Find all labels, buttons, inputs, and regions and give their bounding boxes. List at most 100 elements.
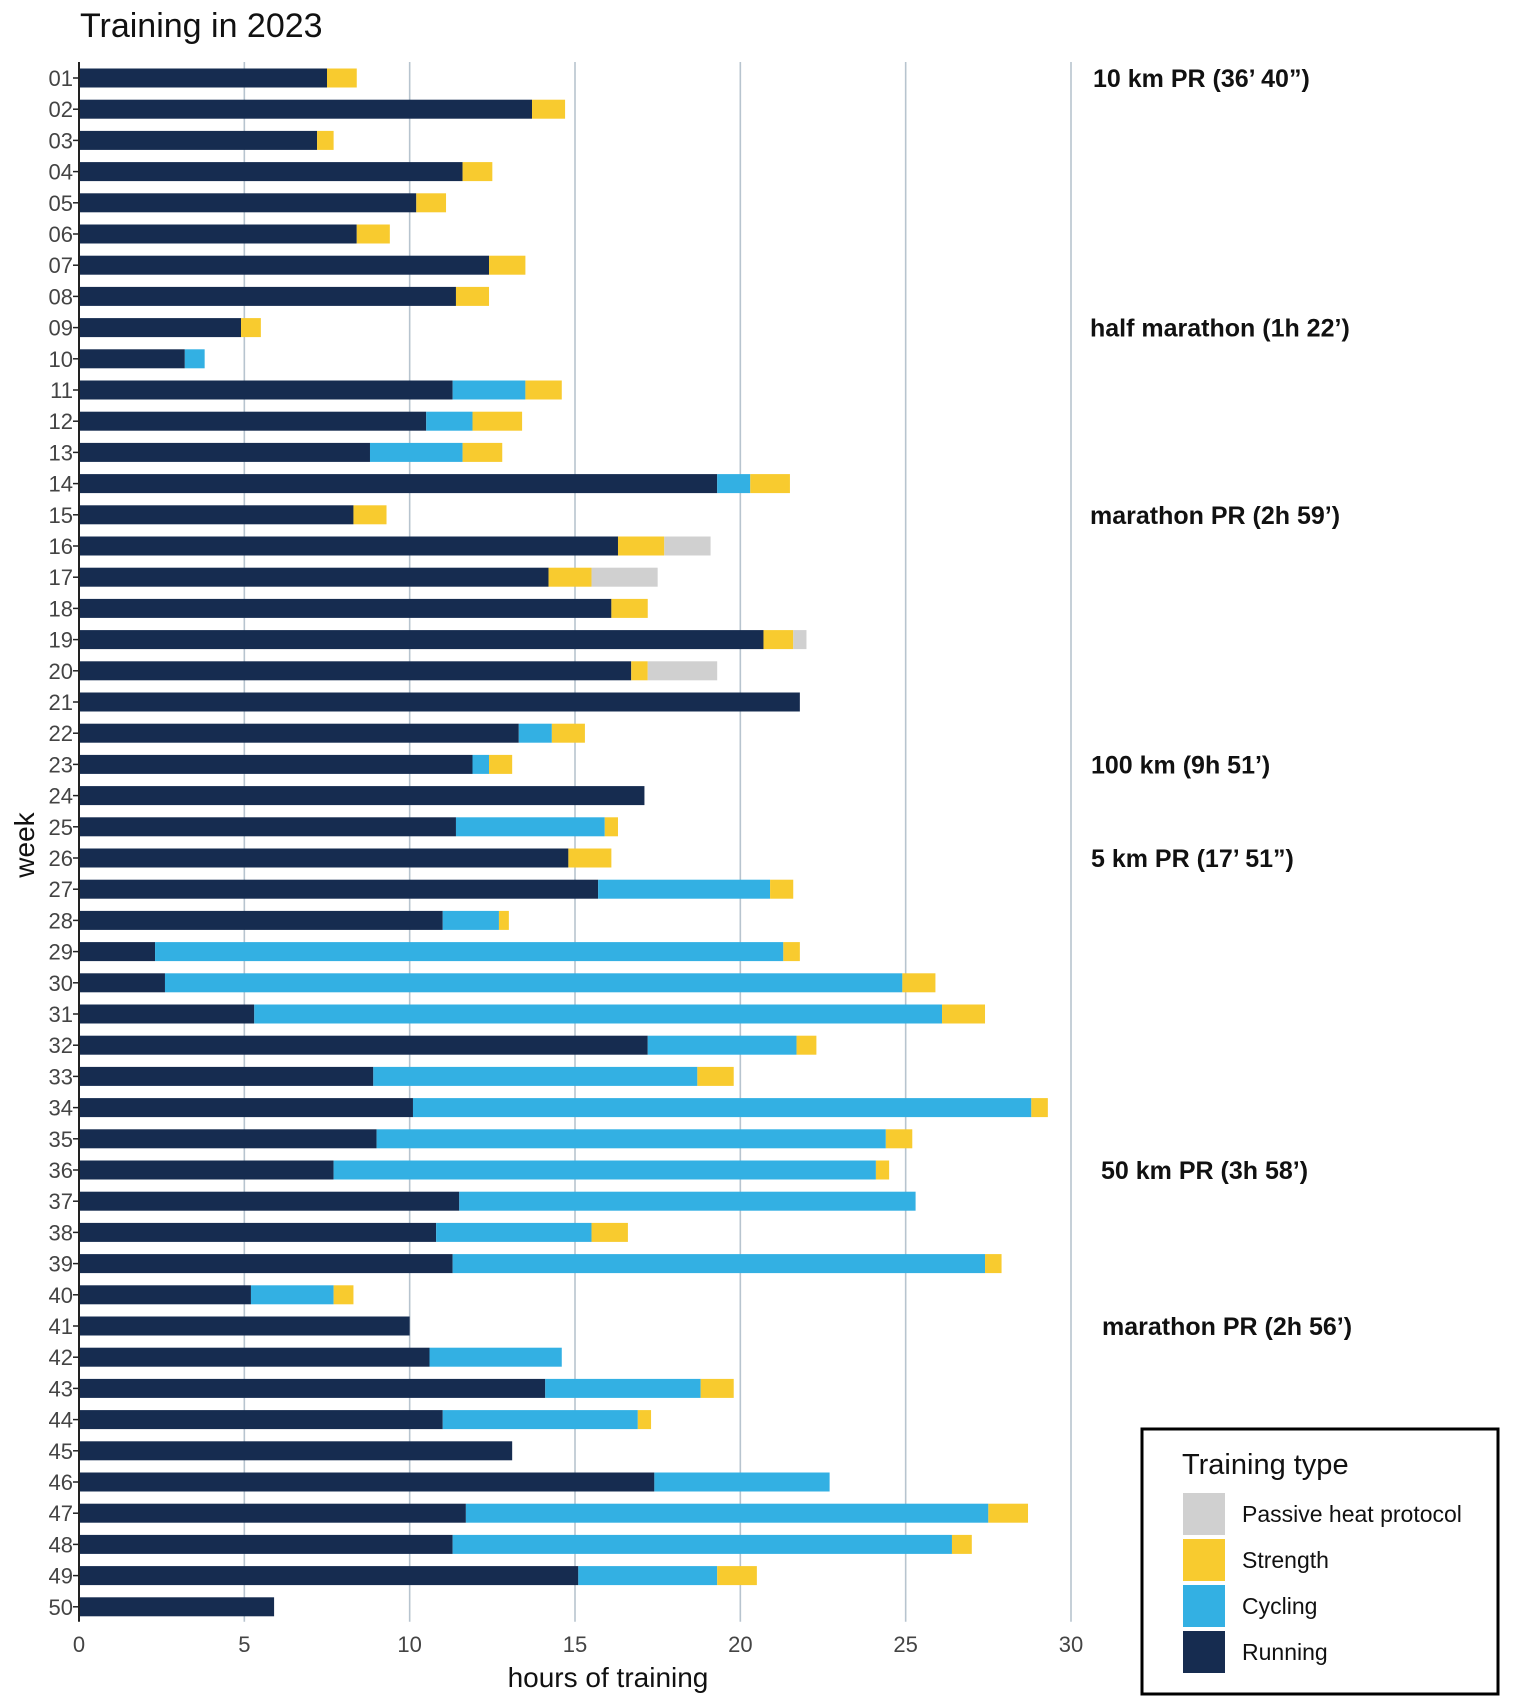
bar-running-week-18 [79,598,612,618]
bar-cycling-week-14 [717,474,751,494]
bar-strength-week-34 [1031,1098,1048,1118]
bar-strength-week-31 [942,1004,986,1024]
bar-cycling-week-40 [250,1285,334,1305]
bar-running-week-31 [79,1004,255,1024]
bar-strength-week-36 [875,1160,890,1180]
legend-swatch-running [1183,1631,1225,1673]
bar-cycling-week-36 [333,1160,876,1180]
x-tick-label: 15 [563,1632,587,1657]
bar-running-week-24 [79,786,645,806]
legend-swatch-strength [1183,1539,1225,1581]
bar-strength-week-18 [611,598,648,618]
y-tick-label: 29 [49,940,73,965]
bar-running-week-12 [79,411,427,431]
bar-running-week-35 [79,1129,377,1149]
y-tick-label: 04 [49,160,73,185]
bar-cycling-week-32 [647,1035,797,1055]
bar-running-week-27 [79,879,599,899]
bar-strength-week-13 [462,442,503,462]
bar-cycling-week-23 [472,754,490,774]
bar-strength-week-39 [985,1254,1002,1274]
bar-cycling-week-35 [376,1129,886,1149]
bar-running-week-20 [79,661,632,681]
x-tick-label: 25 [893,1632,917,1657]
bar-running-week-08 [79,286,456,306]
y-tick-label: 24 [49,784,73,809]
y-axis: 01 02 03 04 05 06 07 08 09 10 11 12 13 14 15 16 17 18 19 20… [49,62,80,1622]
legend-label-passive-heat-protocol: Passive heat protocol [1242,1501,1462,1527]
legend-title: Training type [1182,1449,1349,1481]
y-tick-label: 48 [49,1532,73,1557]
annotation-week-01: 10 km PR (36’ 40”) [1093,65,1310,93]
y-tick-label: 35 [49,1127,73,1152]
bar-strength-week-02 [532,99,566,119]
bar-strength-week-44 [637,1410,652,1430]
bar-running-week-15 [79,505,354,525]
bar-strength-week-30 [902,973,936,993]
legend-label-running: Running [1242,1639,1328,1665]
bar-running-week-17 [79,567,549,587]
bar-running-week-39 [79,1254,453,1274]
y-tick-label: 07 [49,253,73,278]
bar-cycling-week-12 [426,411,473,431]
bar-strength-week-40 [333,1285,354,1305]
y-tick-label: 33 [49,1064,73,1089]
bar-running-week-06 [79,224,357,244]
bar-passive-heat-protocol-week-17 [591,567,658,587]
annotation-week-36: 50 km PR (3h 58’) [1101,1157,1308,1185]
x-tick-label: 10 [397,1632,421,1657]
legend-label-strength: Strength [1242,1547,1329,1573]
y-tick-label: 11 [50,378,73,403]
y-tick-label: 47 [49,1501,73,1526]
bar-running-week-37 [79,1191,460,1211]
y-tick-label: 02 [49,97,73,122]
bar-running-week-40 [79,1285,251,1305]
bars [79,68,1048,1617]
y-tick-label: 21 [49,690,73,715]
annotation-week-23: 100 km (9h 51’) [1091,751,1270,779]
bar-strength-week-19 [763,630,794,650]
bar-running-week-41 [79,1316,410,1336]
y-tick-label: 49 [49,1564,73,1589]
bar-running-week-42 [79,1347,430,1367]
bar-running-week-04 [79,162,463,182]
y-tick-label: 42 [49,1345,73,1370]
bar-running-week-48 [79,1534,453,1554]
y-tick-label: 20 [49,659,73,684]
bar-running-week-26 [79,848,569,868]
bar-strength-week-15 [353,505,387,525]
bar-strength-week-01 [327,68,357,88]
bar-strength-week-06 [356,224,390,244]
y-tick-label: 17 [49,565,73,590]
bar-strength-week-38 [591,1222,628,1242]
bar-strength-week-23 [489,754,513,774]
bar-strength-week-09 [241,318,261,338]
y-tick-label: 01 [49,66,73,91]
legend-swatch-cycling [1183,1585,1225,1627]
x-tick-label: 5 [238,1632,250,1657]
bar-cycling-week-37 [459,1191,916,1211]
bar-running-week-09 [79,318,242,338]
y-tick-label: 28 [49,908,73,933]
y-tick-label: 23 [49,752,73,777]
bar-passive-heat-protocol-week-19 [793,630,807,650]
bar-running-week-34 [79,1098,413,1118]
y-tick-label: 31 [49,1002,73,1027]
bar-running-week-36 [79,1160,334,1180]
bar-running-week-25 [79,817,456,837]
bar-running-week-29 [79,942,156,962]
y-tick-label: 34 [49,1096,73,1121]
bar-strength-week-03 [317,130,334,150]
bar-cycling-week-25 [455,817,605,837]
y-tick-label: 25 [49,815,73,840]
bar-running-week-32 [79,1035,648,1055]
bar-cycling-week-43 [545,1378,701,1398]
x-tick-label: 30 [1059,1632,1083,1657]
y-tick-label: 05 [49,191,73,216]
bar-strength-week-05 [416,193,447,213]
y-tick-label: 09 [49,316,73,341]
y-tick-label: 43 [49,1376,73,1401]
y-tick-label: 45 [49,1439,73,1464]
x-tick-label: 0 [73,1632,85,1657]
